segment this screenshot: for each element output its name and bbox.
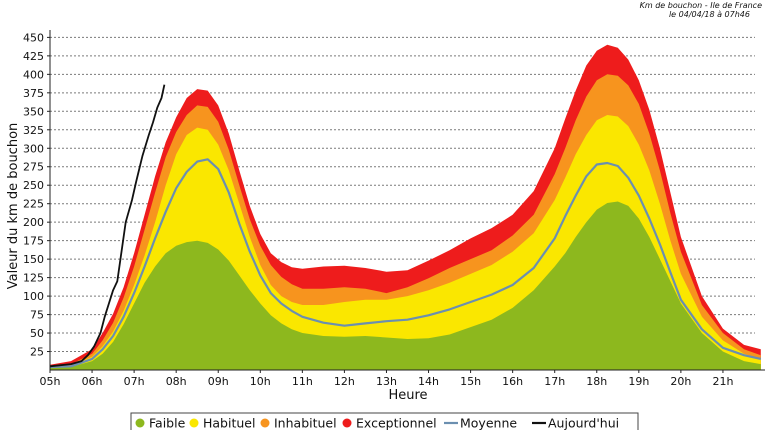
y-axis-title: Valeur du km de bouchon <box>6 123 21 290</box>
x-tick-labels: 05h 06h 07h 08h 09h 10h 11h 12h 13h 14h 15h 16h 17h 1… <box>40 370 733 388</box>
x-tick-label: 15h <box>460 375 481 388</box>
y-tick-label: 75 <box>30 309 44 322</box>
y-tick-label: 100 <box>23 290 44 303</box>
legend-label: Habituel <box>203 416 255 430</box>
x-tick-label: 10h <box>250 375 271 388</box>
x-tick-label: 11h <box>292 375 313 388</box>
y-tick-label: 300 <box>23 142 44 155</box>
y-tick-label: 25 <box>30 346 44 359</box>
x-tick-label: 09h <box>208 375 229 388</box>
line-aujourd-hui <box>49 84 166 368</box>
y-tick-label: 425 <box>23 50 44 63</box>
y-tick-label: 400 <box>23 68 44 81</box>
y-tick-label: 450 <box>23 31 44 44</box>
x-tick-label: 05h <box>40 375 61 388</box>
legend-swatch <box>342 418 352 428</box>
y-tick-label: 325 <box>23 124 44 137</box>
axes <box>49 30 765 371</box>
plot-lines <box>49 84 762 369</box>
x-axis-title: Heure <box>388 388 427 403</box>
legend-swatch <box>135 418 145 428</box>
x-tick-label: 12h <box>334 375 355 388</box>
y-tick-label: 50 <box>30 327 44 340</box>
legend-label: Inhabituel <box>274 416 337 430</box>
y-tick-labels: 25 50 75 100 125 150 175 200 225 250 275 300 325 350 3… <box>23 31 50 359</box>
y-tick-label: 350 <box>23 105 44 118</box>
x-tick-label: 13h <box>376 375 397 388</box>
y-tick-label: 275 <box>23 161 44 174</box>
line-moyenne <box>49 158 762 369</box>
x-tick-label: 21h <box>712 375 733 388</box>
legend: Faible Habituel Inhabituel Exceptionnel Moye… <box>130 412 639 430</box>
legend-swatch <box>260 418 270 428</box>
area-faible <box>50 201 761 370</box>
x-tick-label: 08h <box>166 375 187 388</box>
chart-title-line-2: le 04/04/18 à 07h46 <box>669 10 750 19</box>
y-tick-label: 175 <box>23 235 44 248</box>
y-tick-label: 150 <box>23 253 44 266</box>
y-tick-label: 125 <box>23 272 44 285</box>
legend-label: Aujourd'hui <box>548 416 619 430</box>
legend-label: Faible <box>149 416 186 430</box>
y-tick-label: 225 <box>23 198 44 211</box>
y-tick-label: 250 <box>23 179 44 192</box>
x-tick-label: 16h <box>502 375 523 388</box>
x-tick-label: 07h <box>124 375 145 388</box>
legend-frame <box>130 412 639 430</box>
x-tick-label: 18h <box>586 375 607 388</box>
y-tick-label: 200 <box>23 216 44 229</box>
x-tick-label: 19h <box>628 375 649 388</box>
x-tick-label: 20h <box>670 375 691 388</box>
x-tick-label: 14h <box>418 375 439 388</box>
legend-label: Exceptionnel <box>356 416 437 430</box>
y-tick-label: 375 <box>23 87 44 100</box>
legend-swatch <box>189 418 199 428</box>
legend-label: Moyenne <box>460 416 517 430</box>
plot-areas <box>50 44 761 371</box>
x-tick-label: 17h <box>544 375 565 388</box>
chart-title-line-1: Km de bouchon - Ile de France <box>640 1 762 10</box>
x-tick-label: 06h <box>82 375 103 388</box>
